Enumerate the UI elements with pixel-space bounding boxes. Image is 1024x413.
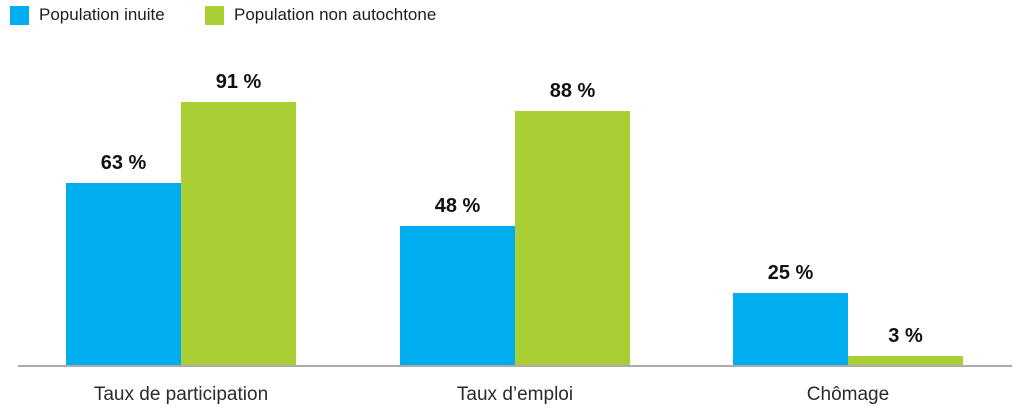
bar xyxy=(848,356,963,365)
legend-label-population-non-autochtone: Population non autochtone xyxy=(234,5,437,24)
bar xyxy=(400,226,515,365)
category-label: Taux de participation xyxy=(93,384,269,405)
bar xyxy=(733,293,848,365)
bar xyxy=(515,111,630,365)
legend-item-population-inuite: Population inuite xyxy=(10,4,165,26)
legend-swatch-green-icon xyxy=(205,5,224,25)
bar-value-label: 91 % xyxy=(215,71,262,93)
bar-value-label: 3 % xyxy=(888,325,923,347)
category-label: Chômage xyxy=(806,384,890,405)
bar xyxy=(181,102,296,365)
bar-value-label: 88 % xyxy=(549,80,596,102)
bar-value-label: 48 % xyxy=(434,195,481,217)
legend-swatch-blue-icon xyxy=(10,5,29,25)
legend-item-population-non-autochtone: Population non autochtone xyxy=(205,4,436,26)
bar-value-label: 63 % xyxy=(100,152,147,174)
bar-value-label: 25 % xyxy=(767,262,814,284)
legend-label-population-inuite: Population inuite xyxy=(39,5,165,24)
bar xyxy=(66,183,181,365)
category-label: Taux d’emploi xyxy=(456,384,574,405)
x-axis-line xyxy=(18,365,1012,367)
